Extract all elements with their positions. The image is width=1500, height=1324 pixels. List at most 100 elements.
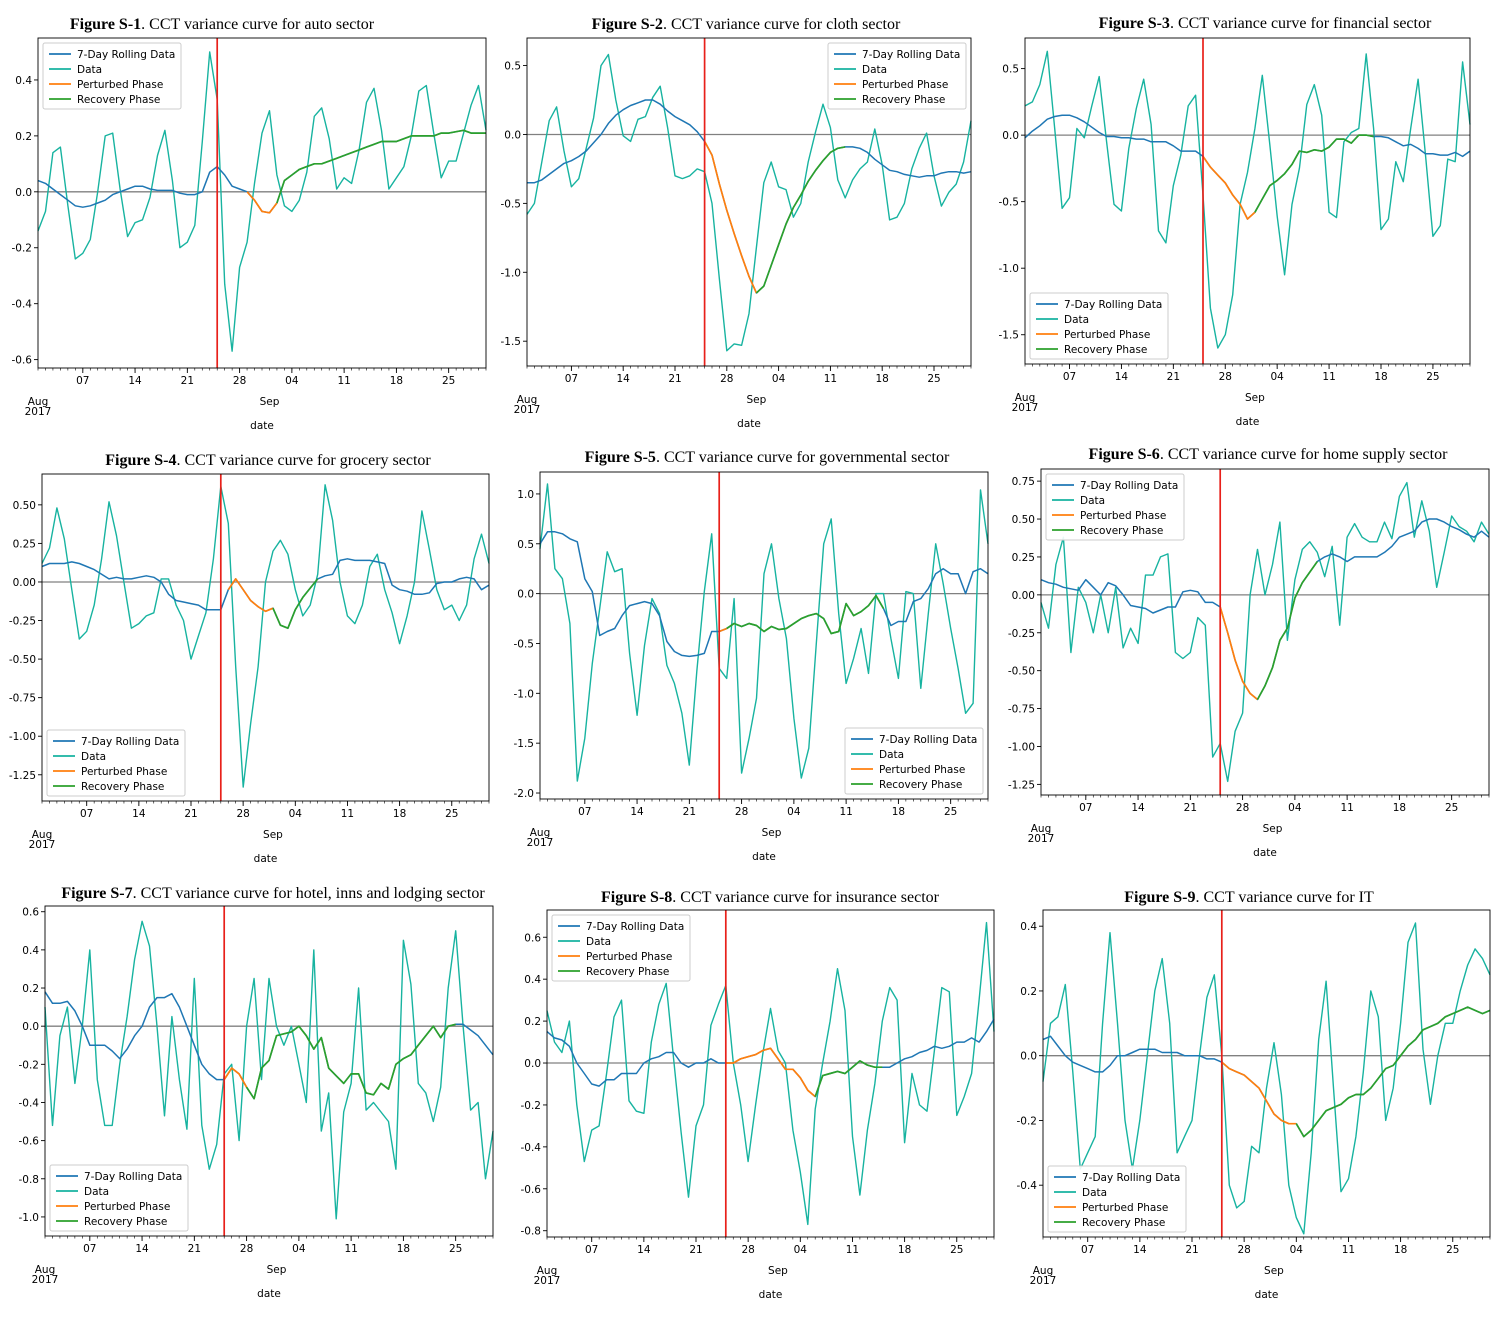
x-tick-label: 21 [1185,1244,1198,1256]
x-tick-label: 14 [617,373,631,385]
x-tick-label: 21 [689,1244,702,1256]
recovery-phase-line [1295,1006,1491,1138]
chart-title: Figure S-7. CCT variance curve for hotel… [61,885,485,902]
legend-label: Data [1082,1187,1107,1199]
legend-box [49,1164,189,1232]
x-tick-label: 14 [1133,1244,1147,1256]
x-tick-label: 18 [397,1243,410,1255]
figure-title-text: . CCT variance curve for financial secto… [1170,15,1432,32]
perturbed-phase-line [1202,155,1256,220]
rolling-line [41,558,490,629]
x-tick-label: 25 [1445,802,1458,814]
y-tick-label: -1.5 [999,330,1020,342]
legend-box [42,42,182,110]
data-line [526,53,972,352]
y-tick-label: -0.8 [521,1226,542,1238]
y-tick-label: -0.4 [19,1097,40,1109]
chart-title: Figure S-6. CCT variance curve for home … [1089,446,1449,463]
rolling-line [546,1018,995,1098]
x-tick-label: 14 [128,375,142,387]
x-tick-label: 07 [578,806,591,818]
y-tick-label: 0.5 [517,539,534,551]
x-tick-label: 11 [824,373,837,385]
y-tick-label: -2.0 [514,788,535,800]
chart-title: Figure S-3. CCT variance curve for finan… [1099,15,1432,32]
month-label-aug: Aug [1031,823,1052,835]
x-tick-label: 14 [637,1244,651,1256]
x-tick-label: 18 [898,1244,911,1256]
x-tick-label: 18 [1393,802,1406,814]
x-tick-label: 14 [630,806,644,818]
perturbed-phase-line [1219,606,1259,701]
chart-s-8: Figure S-8. CCT variance curve for insur… [521,889,995,1301]
chart-s-1: Figure S-1. CCT variance curve for auto … [12,16,487,432]
x-tick-label: 07 [1081,1244,1094,1256]
data-line [539,483,989,782]
legend-box [1045,473,1185,541]
y-tick-label: 0.2 [524,1016,541,1028]
legend: 7-Day Rolling Data Data Perturbed Phase Rec… [49,1164,189,1232]
legend-box [1029,292,1169,360]
year-label: 2017 [527,837,554,849]
x-tick-label: 04 [1290,1244,1304,1256]
month-label-sep: Sep [1263,823,1283,835]
month-label-aug: Aug [530,827,551,839]
x-tick-label: 07 [585,1244,598,1256]
y-tick-label: -0.8 [19,1174,40,1186]
y-tick-label: 0.0 [1020,1051,1037,1063]
x-tick-label: 07 [1079,802,1092,814]
x-tick-label: 18 [390,375,403,387]
rolling-line [44,991,494,1100]
figure-label: Figure S-9 [1124,889,1195,906]
month-label-sep: Sep [762,827,782,839]
chart-s-9: Figure S-9. CCT variance curve for IT -0.… [1017,889,1491,1301]
y-tick-label: -1.0 [514,688,535,700]
y-tick-label: -1.0 [999,263,1020,275]
y-tick-label: -0.75 [9,693,36,705]
x-tick-label: 11 [1322,371,1335,383]
chart-s-4: Figure S-4. CCT variance curve for groce… [9,452,490,865]
x-tick-label: 11 [344,1243,357,1255]
figure-label: Figure S-8 [601,889,672,906]
recovery-phase-line [726,594,885,635]
year-label: 2017 [29,839,56,851]
chart-s-3: Figure S-3. CCT variance curve for finan… [999,15,1471,428]
legend-label: Perturbed Phase [81,766,167,778]
chart-title: Figure S-5. CCT variance curve for gover… [585,449,950,466]
chart-s-5: Figure S-5. CCT variance curve for gover… [514,449,989,863]
x-tick-label: 18 [1374,371,1387,383]
y-tick-label: 0.2 [22,983,39,995]
legend-label: Recovery Phase [77,94,160,106]
legend-box [46,729,186,797]
x-tick-label: 07 [76,375,89,387]
legend-label: Perturbed Phase [84,1201,170,1213]
x-tick-label: 25 [944,806,957,818]
x-tick-label: 28 [233,375,246,387]
x-tick-label: 25 [449,1243,462,1255]
x-tick-label: 04 [289,808,303,820]
y-tick-label: -0.5 [501,198,522,210]
recovery-phase-line [1254,134,1374,213]
legend: 7-Day Rolling Data Data Perturbed Phase Rec… [1045,473,1185,541]
y-tick-label: -0.50 [1008,666,1035,678]
y-tick-label: 0.25 [1012,552,1035,564]
legend: 7-Day Rolling Data Data Perturbed Phase Rec… [42,42,182,110]
data-line [41,484,490,788]
figure-title-text: . CCT variance curve for insurance secto… [672,889,939,906]
recovery-phase-line [276,129,486,204]
legend-label: Recovery Phase [862,94,945,106]
x-tick-label: 21 [683,806,696,818]
x-tick-label: 04 [1270,371,1284,383]
month-label-sep: Sep [1245,392,1265,404]
recovery-phase-line [245,1023,456,1100]
legend-box [551,914,691,982]
y-tick-label: 0.4 [22,945,39,957]
legend-label: Perturbed Phase [1080,510,1166,522]
x-tick-label: 11 [839,806,852,818]
x-tick-label: 07 [565,373,578,385]
x-tick-label: 18 [892,806,905,818]
x-tick-label: 14 [132,808,146,820]
perturbed-phase-line [718,627,728,633]
y-tick-label: -0.4 [12,299,33,311]
x-tick-label: 04 [285,375,299,387]
